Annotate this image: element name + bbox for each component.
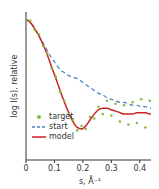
- svg-text:0.2: 0.2: [77, 164, 90, 173]
- svg-text:0: 0: [23, 164, 28, 173]
- svg-text:0.1: 0.1: [48, 164, 61, 173]
- svg-text:0.4: 0.4: [133, 164, 146, 173]
- svg-text:0.3: 0.3: [105, 164, 118, 173]
- html-text:target: target: [49, 112, 74, 121]
- html-text:start: start: [49, 122, 68, 131]
- svg-text:s, Å⁻¹: s, Å⁻¹: [79, 175, 101, 186]
- html-text:model: model: [49, 132, 74, 141]
- svg-text:log I(s), relative: log I(s), relative: [10, 55, 19, 118]
